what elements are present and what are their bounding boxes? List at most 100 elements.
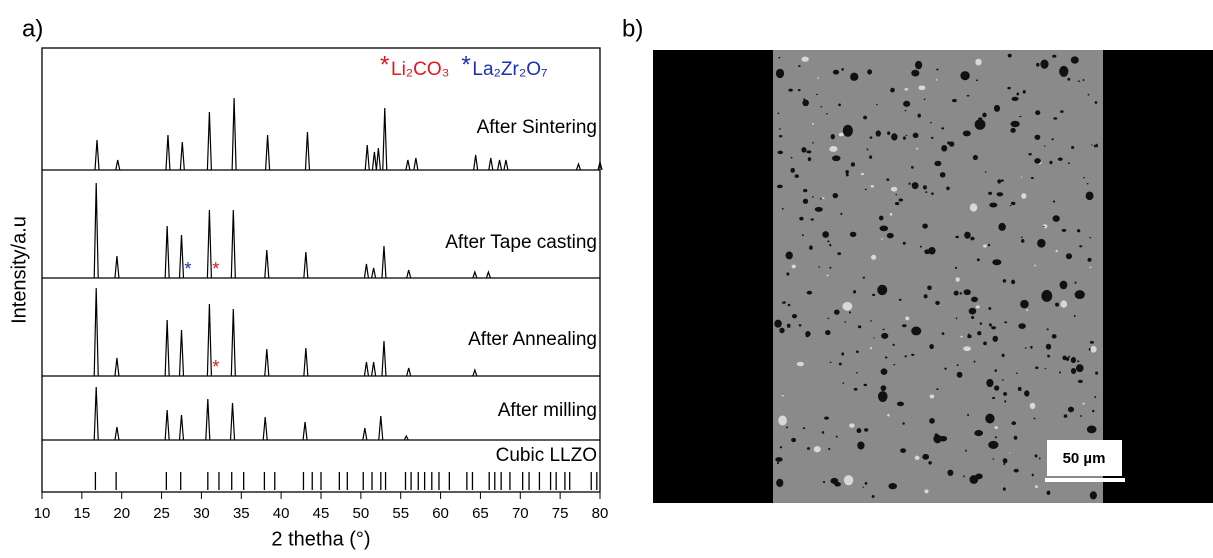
pore [1016, 372, 1018, 374]
phase-marker: * [212, 259, 219, 279]
pore [1052, 54, 1057, 58]
pore [849, 423, 855, 428]
pore [914, 455, 920, 461]
pore [778, 135, 783, 138]
pore [886, 178, 890, 181]
pore [1089, 266, 1092, 269]
pore [962, 130, 971, 137]
peak [114, 255, 120, 279]
pore [1010, 120, 1020, 128]
pore [856, 428, 862, 434]
pore [1041, 289, 1053, 302]
pore [778, 56, 781, 59]
pore [1085, 191, 1094, 201]
reference-label: Cubic LLZO [496, 445, 597, 466]
pore [956, 371, 963, 378]
pore [1022, 89, 1026, 94]
pore [925, 191, 928, 194]
pore [1001, 353, 1005, 358]
pore [972, 154, 979, 161]
pore [1067, 77, 1071, 81]
peak [406, 367, 412, 377]
pore [791, 264, 796, 269]
pore [857, 441, 865, 450]
pore [1009, 205, 1012, 207]
pore [939, 172, 946, 178]
pore [983, 244, 987, 248]
pore [801, 56, 809, 62]
pore [966, 94, 970, 97]
peak [381, 245, 387, 279]
pore [870, 184, 875, 188]
pore [812, 142, 815, 144]
pore [910, 165, 914, 169]
peak [178, 414, 185, 441]
pore [1044, 368, 1047, 370]
pore [922, 223, 928, 229]
peak [115, 159, 121, 171]
peak [93, 386, 99, 441]
peak [303, 251, 309, 279]
pore [994, 426, 998, 430]
pore [842, 382, 845, 384]
peak [378, 415, 384, 441]
pore [777, 150, 784, 155]
pore [941, 332, 945, 336]
pore [1010, 201, 1016, 206]
pore [929, 394, 935, 399]
pore [820, 197, 822, 200]
scale-bar-label: 50 µm [1063, 450, 1106, 467]
pore [983, 341, 987, 346]
pore [908, 182, 911, 185]
x-tick-label: 25 [153, 505, 170, 522]
pore [924, 249, 931, 255]
pore [898, 298, 902, 301]
peak [179, 141, 185, 171]
pore [786, 323, 791, 328]
pore [832, 69, 840, 75]
pore [1029, 402, 1036, 410]
pore [988, 323, 992, 327]
pore [844, 321, 847, 323]
pore [947, 469, 954, 476]
scale-bar [1045, 478, 1125, 482]
pore [881, 332, 889, 339]
peak [362, 427, 368, 441]
pore [777, 112, 780, 115]
peak [165, 134, 171, 171]
pore [889, 213, 893, 216]
pore [876, 103, 878, 106]
pore [886, 232, 894, 239]
pore [1092, 409, 1095, 413]
pore [991, 326, 997, 330]
pore [827, 317, 830, 320]
pore [1007, 53, 1012, 58]
pore [853, 387, 858, 391]
pore [845, 169, 849, 174]
pore [902, 241, 906, 245]
pore [931, 136, 934, 140]
pore [785, 251, 793, 260]
x-tick-label: 65 [472, 505, 489, 522]
pore [904, 355, 907, 358]
pore [1020, 236, 1023, 238]
pore [1060, 110, 1064, 113]
pore [976, 258, 980, 262]
pore [1079, 245, 1083, 248]
pore [802, 234, 804, 237]
pore [1089, 237, 1092, 239]
pore [974, 119, 986, 130]
trace-label: After milling [498, 400, 597, 421]
pore [779, 327, 785, 334]
x-tick-label: 40 [273, 505, 290, 522]
pore [878, 215, 884, 221]
peak [381, 340, 387, 377]
pore [993, 385, 1000, 391]
peak [575, 162, 582, 171]
pore [956, 364, 959, 367]
pore [919, 245, 922, 248]
pore [992, 458, 995, 460]
x-tick-label: 30 [193, 505, 210, 522]
pore [903, 100, 911, 107]
pore [803, 98, 806, 101]
